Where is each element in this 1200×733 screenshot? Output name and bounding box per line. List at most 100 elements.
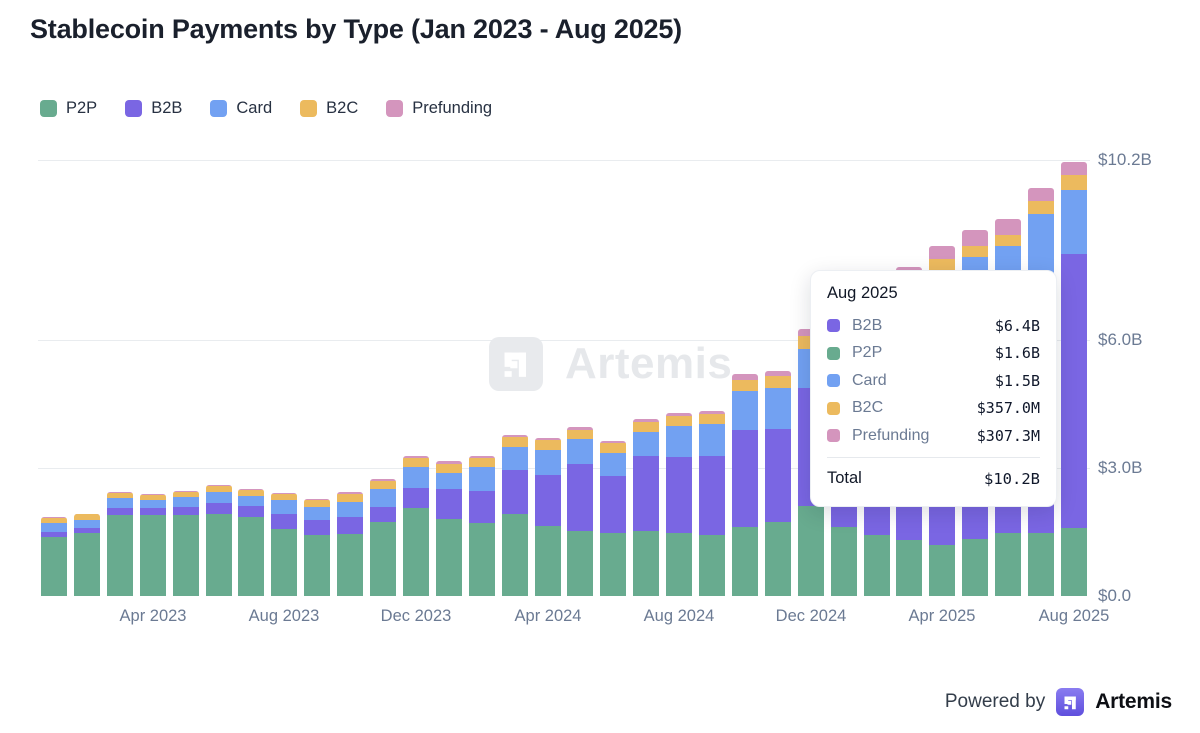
legend-item-p2p[interactable]: P2P [40,99,97,118]
stacked-bar-jun-2024[interactable] [600,440,626,596]
stacked-bar-oct-2023[interactable] [337,492,363,596]
legend-item-b2c[interactable]: B2C [300,99,358,118]
legend-item-b2b[interactable]: B2B [125,99,182,118]
bar-segment-card [765,388,791,430]
tooltip-swatch-b2c [827,401,840,415]
tooltip-row-label: B2B [852,316,883,334]
gridline-3 [38,468,1090,469]
bar-segment-prefunding [74,513,100,515]
tooltip-row-card: Card $1.5B [827,367,1040,395]
bar-segment-p2p [1028,533,1054,596]
bar-segment-prefunding [929,245,955,259]
footer: Powered by Artemis [945,688,1172,716]
tooltip-swatch-b2b [827,319,840,333]
bar-segment-prefunding [962,230,988,247]
stacked-bar-feb-2023[interactable] [74,513,100,596]
bar-segment-p2p [41,537,67,596]
gridline-10.2 [38,160,1090,161]
stacked-bar-jul-2023[interactable] [238,489,264,596]
tooltip-row-value: $1.5B [994,371,1040,390]
stacked-bar-apr-2023[interactable] [140,493,166,596]
bar-segment-b2b [666,457,692,533]
bar-segment-card [140,499,166,508]
bar-segment-p2p [732,527,758,596]
artemis-watermark-logo-icon [489,337,543,391]
bar-segment-p2p [567,530,593,596]
bar-segment-p2p [962,539,988,596]
bar-segment-card [107,498,133,508]
bar-segment-b2c [304,499,330,507]
bar-segment-p2p [633,530,659,596]
artemis-brand-text[interactable]: Artemis [1095,690,1172,713]
stacked-bar-oct-2024[interactable] [732,373,758,596]
stacked-bar-feb-2024[interactable] [469,455,495,596]
bar-segment-card [337,501,363,518]
y-axis-tick-label: $0.0 [1098,586,1132,605]
bar-segment-prefunding [337,492,363,494]
legend-item-prefunding[interactable]: Prefunding [386,99,492,118]
stacked-bar-nov-2024[interactable] [765,370,791,596]
bar-segment-b2b [74,527,100,533]
bar-segment-card [666,426,692,458]
bar-segment-p2p [238,516,264,596]
bar-segment-prefunding [238,489,264,491]
bar-segment-p2p [140,514,166,596]
stacked-bar-aug-2023[interactable] [271,492,297,596]
bar-segment-card [1028,214,1054,278]
tooltip-total-row: Total $10.2B [827,464,1040,494]
y-axis-tick-label: $3.0B [1098,458,1143,477]
bar-segment-b2b [535,474,561,526]
stacked-bar-jan-2024[interactable] [436,461,462,596]
stacked-bar-mar-2024[interactable] [502,435,528,596]
bar-segment-p2p [107,514,133,596]
bar-segment-b2b [600,475,626,533]
bar-segment-b2b [271,513,297,530]
stacked-bar-may-2024[interactable] [567,427,593,596]
bar-segment-card [271,499,297,514]
tooltip-row-value: $1.6B [994,344,1040,363]
bar-segment-p2p [173,514,199,596]
stacked-bar-sep-2023[interactable] [304,499,330,596]
bar-segment-b2b [41,531,67,538]
artemis-logo-icon[interactable] [1056,688,1085,716]
bar-segment-prefunding [535,438,561,441]
bar-segment-b2b [304,519,330,535]
bar-segment-prefunding [140,493,166,495]
stacked-bar-jan-2023[interactable] [41,517,67,596]
bar-segment-prefunding [502,435,528,438]
bar-segment-b2b [502,470,528,514]
bar-segment-b2c [238,490,264,496]
bar-segment-b2b [1061,254,1087,528]
bar-segment-b2c [600,443,626,453]
stacked-bar-jul-2024[interactable] [633,419,659,596]
bar-segment-b2b [370,507,396,523]
legend-label: Prefunding [412,99,493,117]
stacked-bar-sep-2024[interactable] [699,410,725,596]
bar-segment-b2c [140,494,166,500]
bar-segment-b2c [1061,175,1087,191]
stacked-bar-mar-2023[interactable] [107,492,133,596]
stacked-bar-jun-2023[interactable] [206,485,232,596]
bar-segment-prefunding [699,410,725,415]
bar-segment-b2b [403,487,429,509]
bar-segment-p2p [436,519,462,596]
bar-segment-b2b [765,429,791,522]
stacked-bar-nov-2023[interactable] [370,478,396,596]
stacked-bar-may-2023[interactable] [173,490,199,596]
tooltip-row-label: P2P [852,344,883,362]
bar-segment-card [238,495,264,507]
stacked-bar-aug-2024[interactable] [666,412,692,596]
tooltip-total-value: $10.2B [984,469,1040,488]
stacked-bar-apr-2024[interactable] [535,438,561,596]
bar-segment-b2c [370,480,396,489]
stacked-bar-aug-2025[interactable] [1061,161,1087,596]
watermark-brand-text: Artemis [565,339,733,388]
legend-item-card[interactable]: Card [210,99,272,118]
bar-segment-b2c [666,416,692,427]
bar-segment-b2b [337,517,363,535]
x-axis-tick-label: Aug 2025 [1038,607,1110,625]
y-axis-tick-label: $10.2B [1098,150,1152,169]
stacked-bar-dec-2023[interactable] [403,456,429,596]
bar-segment-b2c [765,376,791,389]
